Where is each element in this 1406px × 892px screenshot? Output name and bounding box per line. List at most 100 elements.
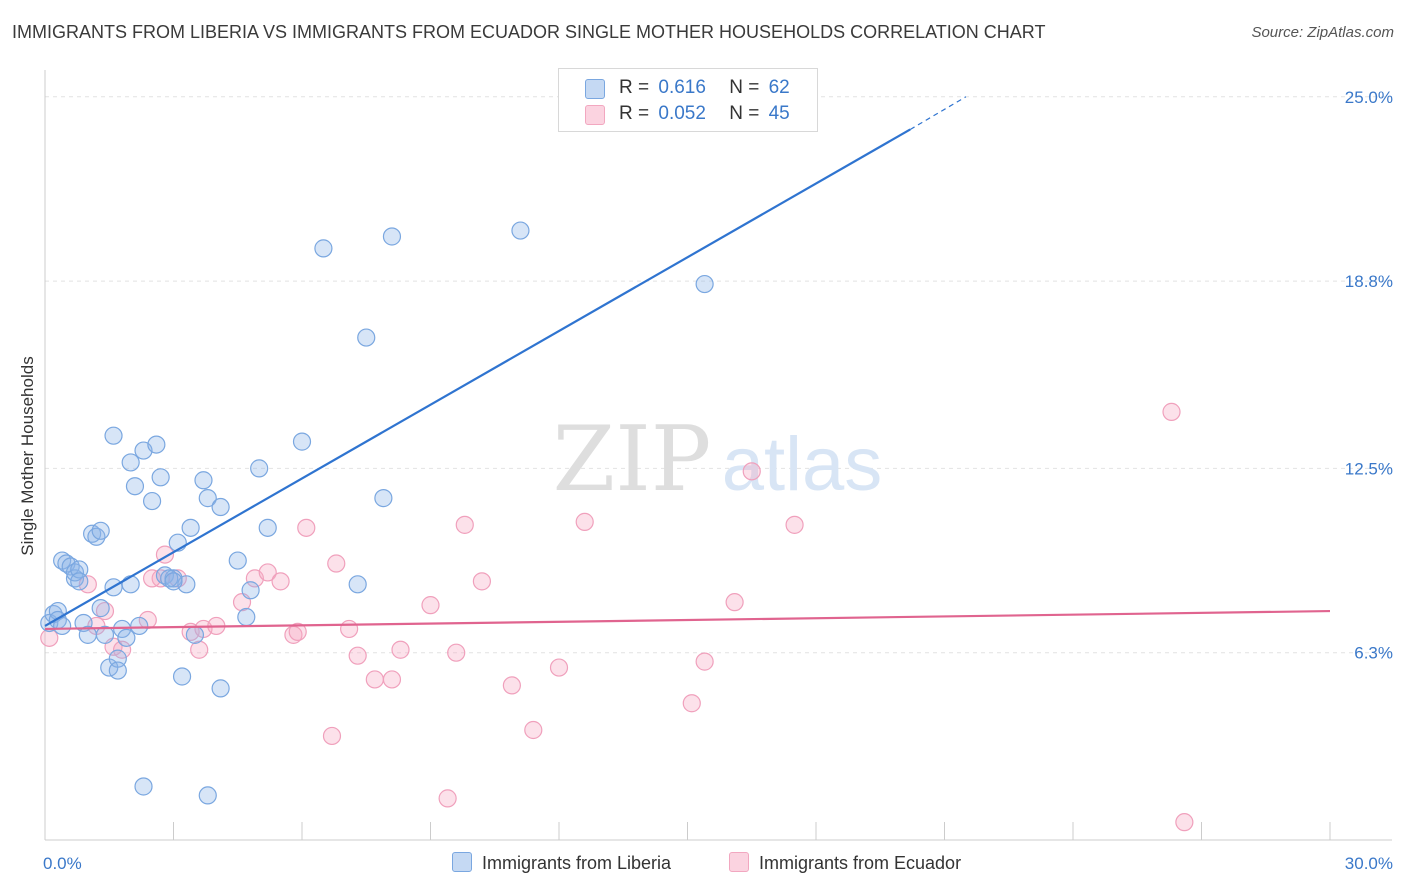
ecuador-point [421,596,440,615]
liberia-point [181,518,200,537]
liberia-point [211,679,230,698]
liberia-point [228,551,247,570]
ecuador-point [502,676,521,695]
liberia-trend-line [44,128,911,627]
ecuador-point [682,694,701,713]
liberia-point [53,616,72,636]
legend-n-label-ecuador: N = [729,103,760,124]
liberia-trend-extension [909,96,967,130]
ecuador-point [340,619,359,639]
watermark-atlas: atlas [722,422,883,507]
liberia-point [70,572,89,591]
liberia-point [382,227,402,246]
liberia-point [250,459,269,478]
liberia-point [258,518,277,537]
liberia-point [125,477,145,496]
liberia-point [104,426,123,445]
source-credit: Source: ZipAtlas.com [1251,24,1394,41]
ecuador-points [40,402,1194,832]
y-axis-label: Single Mother Households [18,356,37,556]
ecuador-point [725,593,744,612]
bottom-legend-swatch-ecuador [729,852,749,872]
legend-r-value-liberia: 0.616 [658,77,706,98]
ecuador-point [455,515,474,534]
ecuador-point [365,670,384,689]
ecuador-point [288,622,307,641]
liberia-point [91,521,110,540]
y-tick-label: 6.3% [1354,644,1393,663]
liberia-point [198,786,217,805]
liberia-points [40,221,714,805]
ecuador-point [382,670,402,689]
ecuador-point [190,640,209,659]
bottom-legend-label-liberia: Immigrants from Liberia [482,853,672,873]
liberia-point [95,625,115,644]
watermark-zip: ZIP [553,407,712,512]
liberia-point [130,616,149,636]
x-tick-label: 30.0% [1345,854,1393,873]
bottom-legend-swatch-liberia [452,852,472,872]
ecuador-point [271,572,290,591]
correlation-legend: R = 0.616 N = 62 R = 0.052 N = 45 [558,68,818,132]
ecuador-point [327,554,346,573]
legend-n-value-liberia: 62 [768,77,790,98]
ecuador-point [575,512,594,531]
legend-r-value-ecuador: 0.052 [658,103,706,124]
legend-swatch-liberia [585,79,605,99]
liberia-point [172,667,192,686]
ecuador-point [549,658,569,677]
tick-labels: 6.3% 12.5% 18.8% 25.0% 0.0% 30.0% [43,88,1393,873]
ecuador-point [695,652,714,671]
ecuador-point [258,563,277,582]
liberia-point [357,328,376,347]
ecuador-point [348,646,367,665]
legend-n-label-liberia: N = [729,77,760,98]
ecuador-point [785,515,804,534]
axes [44,70,1392,841]
ecuador-point [438,789,457,808]
liberia-point [151,468,170,487]
liberia-point [211,497,230,517]
ecuador-point [297,518,316,537]
ecuador-point [112,640,132,659]
watermark: ZIP atlas [553,407,883,512]
liberia-point [194,471,213,490]
liberia-point [74,613,93,633]
ecuador-point [742,462,761,481]
y-tick-label: 12.5% [1345,459,1393,478]
y-tick-label: 18.8% [1345,272,1393,291]
trend-lines [44,96,1331,631]
liberia-point [147,435,166,454]
bottom-legend-ecuador: Immigrants from Ecuador [729,852,961,874]
bottom-legend-liberia: Immigrants from Liberia [452,852,671,874]
legend-n-value-ecuador: 45 [768,103,790,124]
legend-swatch-ecuador [585,105,605,125]
y-tick-label: 25.0% [1345,88,1393,107]
liberia-point [237,607,256,627]
chart-title: IMMIGRANTS FROM LIBERIA VS IMMIGRANTS FR… [12,22,1046,42]
liberia-point [121,453,140,472]
liberia-point [185,625,205,644]
ecuador-trend-line [44,609,1331,631]
ecuador-point [524,720,543,740]
liberia-point [108,661,127,680]
liberia-point [241,581,260,600]
legend-r-label-liberia: R = [619,77,650,98]
ecuador-point [1175,813,1194,832]
ecuador-point [1162,402,1181,421]
liberia-point [511,221,530,240]
legend-r-label-ecuador: R = [619,103,650,124]
liberia-point [91,599,110,618]
liberia-point [198,489,217,508]
liberia-point [117,628,136,647]
liberia-point [695,274,714,294]
liberia-point [314,239,333,258]
x-tick-label: 0.0% [43,854,82,873]
ecuador-point [322,726,342,746]
grid-lines [45,96,1392,654]
ecuador-point [391,640,410,659]
ecuador-point [472,572,491,591]
ecuador-point [447,643,466,662]
liberia-point [292,432,312,451]
